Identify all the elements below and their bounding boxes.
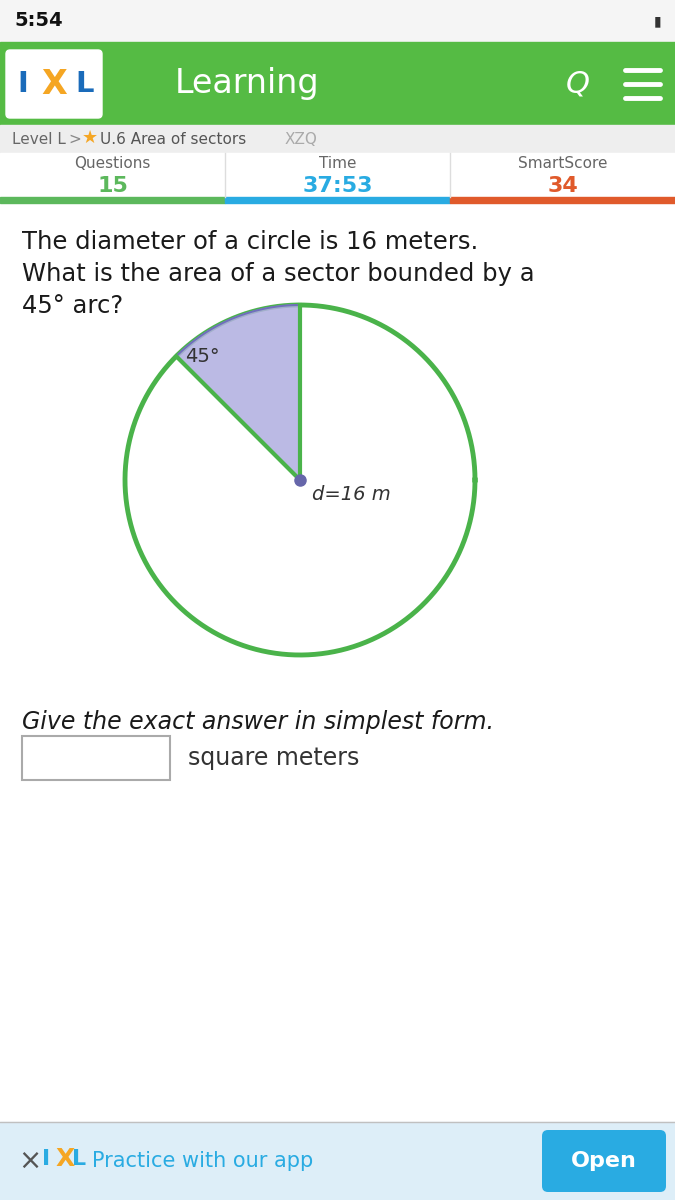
Text: What is the area of a sector bounded by a: What is the area of a sector bounded by … (22, 262, 535, 286)
Bar (0, 152, 675, 197)
Text: L: L (72, 1150, 86, 1169)
Text: 5:54: 5:54 (14, 12, 63, 30)
Text: X: X (56, 1147, 75, 1171)
FancyBboxPatch shape (22, 736, 170, 780)
Bar (0, 42, 675, 125)
FancyBboxPatch shape (6, 50, 102, 118)
Text: 15: 15 (97, 176, 128, 196)
Text: d=16 m: d=16 m (312, 485, 391, 504)
Bar (0, 1122, 675, 1200)
Text: L: L (76, 70, 95, 98)
Text: ★: ★ (82, 128, 98, 146)
Text: Practice with our app: Practice with our app (92, 1151, 313, 1171)
Text: 45° arc?: 45° arc? (22, 294, 124, 318)
Polygon shape (176, 305, 300, 480)
Bar (0, 0, 675, 42)
Text: XZQ: XZQ (285, 132, 318, 146)
Text: SmartScore: SmartScore (518, 156, 608, 170)
Text: Q: Q (566, 68, 590, 98)
Text: >: > (68, 132, 81, 146)
Bar (225, 197, 450, 203)
Text: Time: Time (319, 156, 356, 170)
Text: 37:53: 37:53 (302, 176, 373, 196)
Text: square meters: square meters (188, 746, 359, 770)
Bar (0, 125, 675, 152)
Text: Questions: Questions (74, 156, 151, 170)
Text: ×: × (18, 1147, 41, 1175)
FancyBboxPatch shape (542, 1130, 666, 1192)
Text: X: X (41, 67, 67, 101)
Text: I: I (42, 1150, 50, 1169)
Text: Give the exact answer in simplest form.: Give the exact answer in simplest form. (22, 710, 494, 734)
Text: 45°: 45° (185, 347, 219, 366)
Text: ▮: ▮ (653, 14, 661, 28)
Text: U.6 Area of sectors: U.6 Area of sectors (100, 132, 246, 146)
Text: 34: 34 (547, 176, 578, 196)
Text: Learning: Learning (175, 67, 320, 100)
Text: Level L: Level L (12, 132, 66, 146)
Text: I: I (18, 70, 28, 98)
Bar (450, 197, 675, 203)
Text: The diameter of a circle is 16 meters.: The diameter of a circle is 16 meters. (22, 230, 479, 254)
Bar (0, 197, 225, 203)
Text: Open: Open (571, 1151, 637, 1171)
